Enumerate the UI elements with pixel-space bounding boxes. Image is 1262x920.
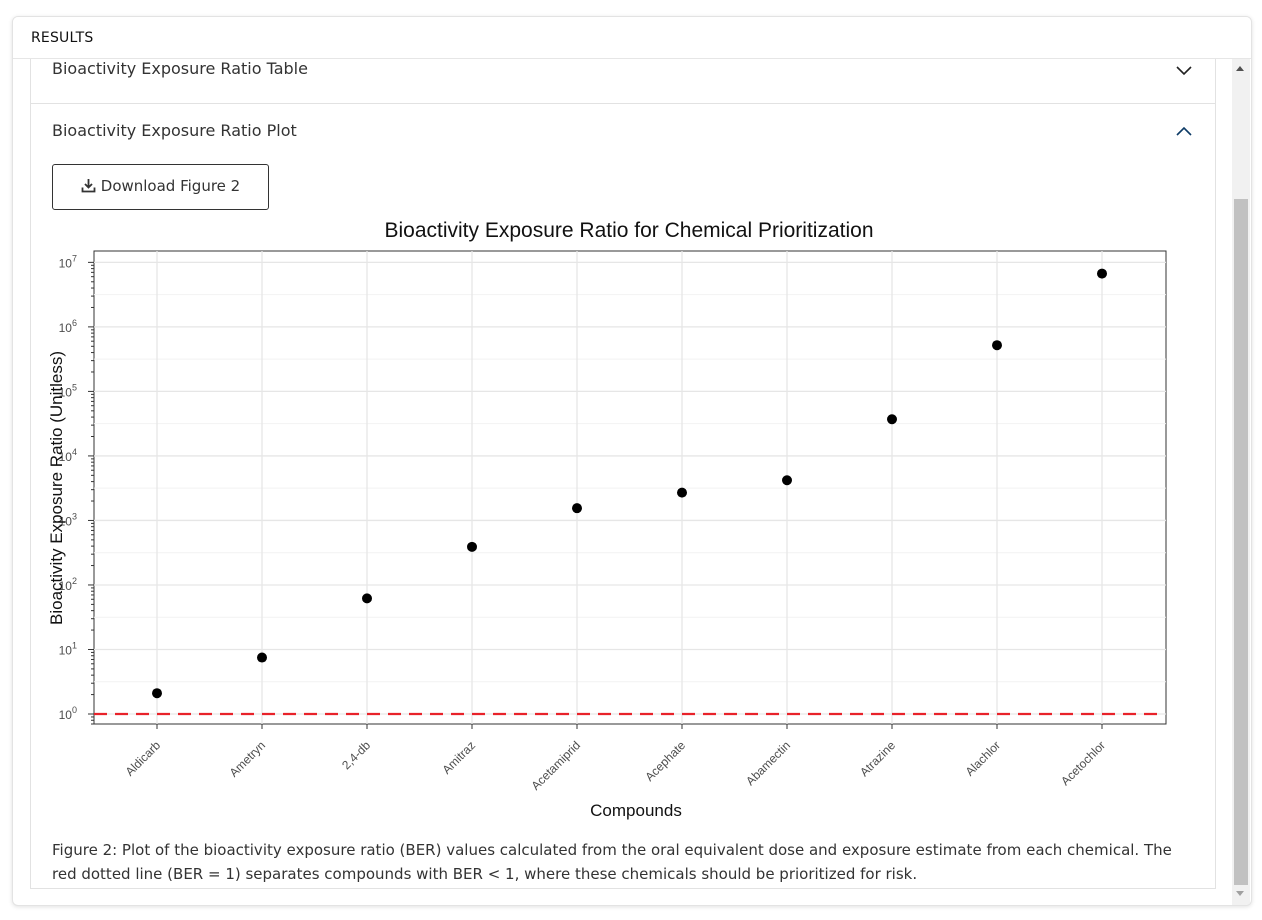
data-point — [992, 340, 1002, 351]
x-axis-label: Compounds — [590, 801, 682, 820]
x-tick-label: Amitraz — [439, 738, 478, 777]
download-figure-button[interactable]: Download Figure 2 — [52, 164, 269, 210]
data-point — [152, 688, 162, 699]
download-figure-label: Download Figure 2 — [100, 176, 241, 195]
chart-title: Bioactivity Exposure Ratio for Chemical … — [384, 219, 873, 242]
download-icon — [81, 179, 96, 193]
data-point — [1097, 268, 1107, 279]
data-point — [782, 475, 792, 486]
x-tick-label: Atrazine — [857, 738, 898, 779]
vertical-scrollbar[interactable] — [1232, 58, 1250, 905]
results-header: RESULTS — [13, 17, 1251, 59]
chevron-up-icon[interactable] — [1175, 125, 1193, 137]
data-point — [677, 487, 687, 498]
accordion-label-table[interactable]: Bioactivity Exposure Ratio Table — [52, 59, 308, 78]
plot-panel — [93, 250, 1167, 725]
x-tick-label: Abamectin — [743, 738, 793, 788]
x-tick-label: Acetamiprid — [528, 738, 583, 793]
y-axis-label: Bioactivity Exposure Ratio (Unitless) — [47, 351, 66, 625]
results-title: RESULTS — [31, 30, 94, 46]
accordion: Bioactivity Exposure Ratio Table Bioacti… — [30, 58, 1216, 889]
chevron-down-icon[interactable] — [1175, 64, 1193, 76]
y-tick-label: 101 — [59, 640, 77, 657]
y-tick-label: 106 — [59, 318, 77, 335]
x-tick-label: Ametryn — [227, 738, 268, 779]
data-point — [467, 541, 477, 552]
scroll-up-arrow-icon[interactable] — [1236, 66, 1244, 71]
data-point — [362, 593, 372, 604]
x-tick-label: Acetochlor — [1058, 738, 1108, 788]
ber-scatter-chart: Bioactivity Exposure Ratio for Chemical … — [47, 219, 1167, 820]
results-card: RESULTS Bioactivity Exposure Ratio Table… — [12, 16, 1252, 906]
y-axis: 100 101 102 103 104 105 106 107 — [59, 253, 94, 725]
y-tick-label: 100 — [59, 705, 77, 722]
y-tick-label: 105 — [59, 382, 77, 399]
x-tick-label: Acephate — [642, 738, 688, 784]
accordion-label-plot[interactable]: Bioactivity Exposure Ratio Plot — [52, 121, 297, 140]
data-point — [887, 414, 897, 425]
x-tick-label: 2,4-db — [339, 738, 373, 772]
x-tick-label: Aldicarb — [123, 738, 164, 779]
accordion-item-plot[interactable]: Bioactivity Exposure Ratio Plot — [31, 104, 1215, 160]
data-point — [572, 503, 582, 514]
data-point — [257, 652, 267, 663]
figure-caption: Figure 2: Plot of the bioactivity exposu… — [52, 841, 1172, 883]
x-axis: Aldicarb Ametryn 2,4-db Amitraz Acetamiprid A… — [123, 724, 1108, 793]
x-tick-label: Alachlor — [963, 738, 1004, 779]
y-tick-label: 103 — [59, 511, 77, 528]
y-tick-label: 104 — [59, 447, 77, 464]
scrollbar-thumb[interactable] — [1234, 199, 1248, 885]
data-points — [152, 268, 1107, 699]
results-body: Bioactivity Exposure Ratio Table Bioacti… — [13, 58, 1229, 905]
y-tick-label: 102 — [59, 576, 77, 593]
y-tick-label: 107 — [59, 253, 77, 270]
accordion-item-table[interactable]: Bioactivity Exposure Ratio Table — [31, 58, 1215, 104]
scroll-down-arrow-icon[interactable] — [1236, 891, 1244, 896]
